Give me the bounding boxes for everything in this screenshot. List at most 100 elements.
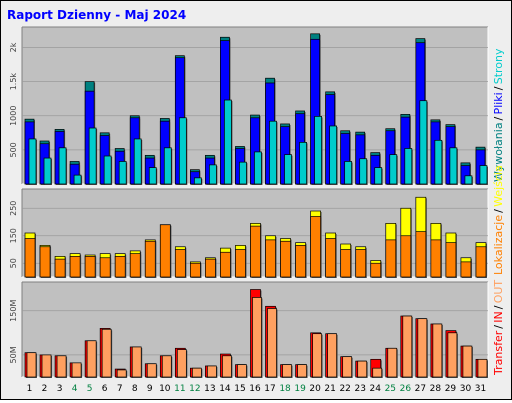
bar-strony-body	[103, 155, 112, 185]
legend-entry: Wejścia	[492, 165, 505, 207]
bar-transfer-out	[327, 333, 338, 378]
legend-entry: Pliki	[492, 92, 505, 114]
bar-strony	[329, 125, 338, 185]
bar-strony	[374, 167, 383, 185]
bar-lokalizacje	[190, 262, 202, 278]
bar-lokalizacje-body	[475, 246, 487, 278]
bar-lokalizacje	[340, 249, 352, 278]
bar-lokalizacje-body	[385, 239, 397, 278]
y-tick-label: 2k	[9, 42, 18, 52]
bar-strony	[464, 175, 473, 185]
bar-transfer-out-body	[116, 369, 127, 378]
bar-strony	[224, 99, 233, 185]
bar-strony-body	[284, 154, 292, 185]
bar-strony-body	[359, 158, 368, 185]
bar-lokalizacje-body	[460, 261, 472, 278]
bar-transfer-out	[267, 308, 278, 378]
bar-lokalizacje-body	[129, 253, 141, 278]
bar-transfer-out-body	[327, 333, 337, 378]
bar-lokalizacje-body	[280, 240, 291, 278]
chart-panels: 500 1000 1.5k 2k 50 150 250 50M 150M	[9, 26, 489, 378]
bar-transfer-out	[342, 356, 353, 378]
day-label: 2	[42, 384, 48, 394]
bar-strony	[43, 157, 53, 185]
bar-lokalizacje-body	[295, 245, 306, 278]
bar-strony	[88, 127, 98, 185]
bar-strony	[344, 161, 353, 185]
bar-strony-body	[419, 100, 428, 185]
bar-strony	[178, 117, 188, 185]
day-label: 9	[147, 384, 153, 394]
bar-lokalizacje-body	[250, 225, 261, 278]
bar-strony	[419, 100, 428, 185]
day-label: 7	[117, 384, 123, 394]
day-label: 21	[324, 384, 335, 394]
bar-transfer-out	[432, 323, 443, 378]
bar-lokalizacje	[220, 251, 232, 278]
bar-lokalizacje-body	[445, 242, 457, 278]
bar-lokalizacje	[114, 256, 127, 278]
bar-transfer-out-body	[146, 363, 157, 378]
bar-lokalizacje	[84, 256, 97, 278]
legend-entry: IN	[492, 311, 505, 322]
bar-strony-body	[28, 138, 37, 185]
day-label: 17	[264, 384, 275, 394]
bar-strony	[148, 167, 158, 185]
bar-transfer-out-body	[176, 349, 187, 378]
bar-strony-body	[434, 139, 443, 185]
day-label: 8	[132, 384, 138, 394]
bar-lokalizacje	[445, 242, 457, 278]
bar-transfer-out-body	[207, 365, 217, 378]
bar-lokalizacje	[370, 262, 382, 278]
y-tick-label: 1000	[9, 106, 18, 126]
bar-strony	[163, 147, 173, 185]
bar-transfer-out	[222, 355, 233, 378]
day-label: 19	[294, 384, 306, 394]
bar-transfer-out-body	[41, 354, 52, 378]
bar-transfer-out	[116, 369, 128, 378]
bar-transfer-out-body	[86, 340, 97, 378]
bar-lokalizacje-body	[265, 239, 276, 278]
bar-transfer-out	[477, 358, 488, 378]
bar-lokalizacje	[310, 216, 322, 278]
bar-transfer-out-body	[267, 308, 277, 378]
bar-transfer-out	[282, 364, 293, 378]
bar-strony-body	[224, 99, 232, 185]
bar-lokalizacje-body	[415, 231, 427, 278]
bar-transfer-out-body	[432, 323, 443, 378]
bar-strony	[434, 139, 443, 185]
bar-lokalizacje	[69, 256, 82, 278]
day-label: 23	[354, 384, 365, 394]
day-label: 26	[400, 384, 412, 394]
bar-lokalizacje-body	[220, 251, 231, 278]
chart-title: Raport Dzienny - Maj 2024	[7, 8, 186, 22]
legend-separator: /	[492, 325, 505, 329]
bar-lokalizacje	[174, 249, 187, 278]
bar-lokalizacje	[159, 224, 172, 278]
bar-strony-body	[163, 147, 172, 185]
bar-lokalizacje-body	[430, 239, 442, 278]
bar-transfer-out	[357, 360, 368, 378]
bar-strony-body	[43, 157, 52, 185]
day-label: 22	[339, 384, 350, 394]
bar-lokalizacje	[280, 240, 292, 278]
bar-lokalizacje-body	[174, 249, 186, 278]
bar-lokalizacje	[24, 238, 36, 278]
day-label: 20	[309, 384, 321, 394]
bar-strony	[58, 147, 68, 185]
bar-transfer-out-body	[161, 355, 172, 378]
bar-lokalizacje	[400, 235, 412, 278]
legend-separator: /	[492, 116, 505, 120]
y-tick-label: 150	[9, 228, 18, 243]
bar-transfer-out-body	[312, 333, 322, 378]
bar-strony-body	[88, 127, 97, 185]
bar-strony	[194, 177, 203, 185]
chart-legend: Wywołania / Pliki / Strony Lokalizacje / Wejści…	[492, 48, 505, 376]
bar-transfer-out-body	[71, 362, 82, 378]
bar-lokalizacje-body	[99, 257, 111, 278]
legend-entry: Wywołania	[492, 122, 505, 182]
bar-strony	[314, 116, 323, 185]
day-label: 27	[415, 384, 426, 394]
legend-entry: Strony	[492, 48, 505, 84]
bar-lokalizacje-body	[340, 249, 352, 278]
